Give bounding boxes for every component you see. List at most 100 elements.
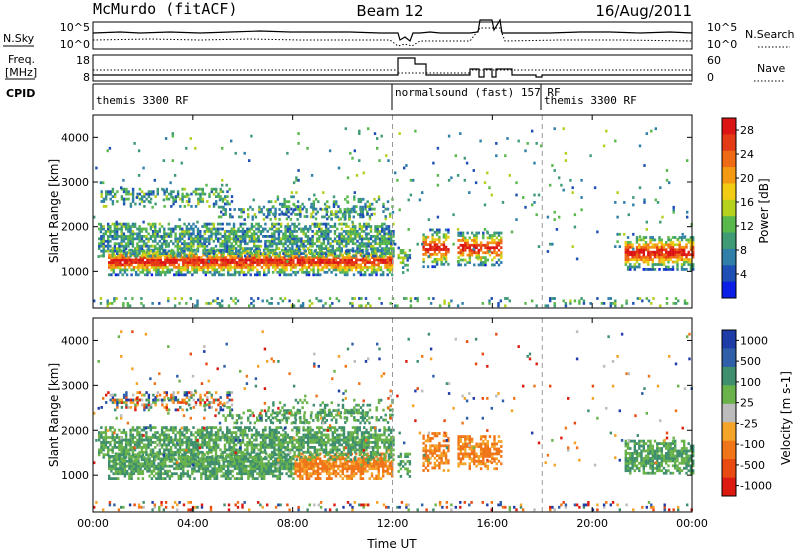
- power-cell-82: [130, 263, 133, 267]
- power-cell-315: [193, 268, 196, 272]
- power-cell-1144: [120, 222, 123, 226]
- velocity-cell-657: [296, 464, 300, 468]
- power-cell-644: [280, 266, 284, 269]
- power-cell-1828: [306, 242, 310, 246]
- power-cell-308: [191, 261, 194, 264]
- velocity-cell-149: [150, 469, 154, 473]
- velocity-cell-1070: [120, 446, 123, 449]
- power-cell-739: [305, 258, 308, 262]
- power-cell-3566: [495, 142, 498, 145]
- power-cell-3023: [653, 268, 657, 271]
- velocity-cell-370: [215, 477, 219, 480]
- velocity-cell-331: [204, 469, 207, 473]
- power-cell-3564: [490, 193, 493, 197]
- power-cell-10: [110, 261, 113, 264]
- power-cell-2940: [633, 265, 636, 269]
- power-cell-1643: [255, 237, 258, 241]
- power-cell-1416: [192, 227, 195, 231]
- velocity-cell-121: [141, 477, 145, 480]
- velocity-cell-1062: [118, 441, 121, 444]
- power-cell-3156: [683, 245, 686, 249]
- power-cell-3460: [272, 213, 276, 217]
- power-cell-81: [130, 268, 133, 272]
- velocity-cell-480: [245, 457, 248, 461]
- power-cell-745: [307, 263, 311, 267]
- power-cell-1754: [286, 222, 290, 226]
- velocity-cell-25: [114, 467, 118, 471]
- power-cell-827: [330, 251, 333, 255]
- power-cell-486: [238, 270, 241, 274]
- power-cell-1444: [201, 225, 204, 228]
- velocity-cell-908: [368, 462, 371, 466]
- power-cell-1938: [336, 242, 339, 246]
- velocity-cell-1112: [131, 455, 135, 459]
- power-cell-1769: [291, 244, 294, 248]
- power-cell-1284: [156, 232, 159, 236]
- power-cell-2151: [390, 247, 393, 250]
- power-cell-2217: [131, 190, 135, 194]
- power-cell-2724: [444, 253, 448, 256]
- power-cell-593: [267, 270, 270, 274]
- power-cell-1346: [176, 249, 179, 253]
- velocity-cell-937: [377, 472, 380, 476]
- velocity-cell-957: [382, 462, 385, 466]
- power-cell-2250: [161, 187, 164, 191]
- power-cell-548: [254, 258, 257, 262]
- power-cell-3541: [452, 242, 455, 246]
- power-cell-3379: [665, 302, 669, 305]
- power-cell-3545: [456, 228, 460, 231]
- velocity-cell-1028: [109, 448, 112, 452]
- power-cell-2903: [624, 258, 627, 261]
- power-cell-476: [233, 256, 237, 259]
- power-cell-649: [280, 248, 284, 252]
- power-cell-1657: [259, 252, 263, 255]
- velocity-cell-628: [287, 464, 291, 468]
- velocity-cell-763: [325, 462, 329, 466]
- power-cell-367: [206, 256, 210, 259]
- velocity-cell-460: [240, 464, 243, 468]
- velocity-cell-202: [164, 459, 167, 463]
- power-cell-174: [155, 263, 158, 267]
- power-cell-2663: [429, 228, 432, 232]
- velocity-cell-416: [229, 472, 232, 476]
- velocity-cell-330: [204, 472, 207, 476]
- power-cell-3365: [614, 302, 617, 305]
- power-cell-1996: [351, 232, 355, 236]
- velocity-cell-1233: [163, 450, 166, 454]
- power-cell-945: [364, 256, 367, 259]
- velocity-cell-954: [382, 469, 385, 473]
- power-cell-3094: [669, 250, 672, 254]
- power-cell-1121: [116, 235, 119, 238]
- velocity-cell-539: [260, 469, 264, 473]
- power-cell-3258: [270, 302, 273, 305]
- power-cell-1259: [149, 225, 153, 228]
- velocity-cell-764: [325, 459, 329, 463]
- power-cell-2867: [493, 256, 496, 259]
- power-cell-2986: [644, 258, 648, 261]
- velocity-cell-299: [195, 464, 198, 468]
- velocity-cell-745: [319, 457, 322, 461]
- power-cell-524: [247, 258, 250, 262]
- power-cell-181: [157, 270, 160, 274]
- velocity-cell-841: [348, 464, 351, 468]
- power-cell-1951: [340, 249, 343, 253]
- velocity-cell-1011: [104, 453, 108, 457]
- power-cell-1726: [279, 225, 283, 228]
- power-cell-144: [148, 270, 151, 274]
- velocity-cell-511: [254, 467, 257, 471]
- velocity-cell-1188: [149, 448, 153, 452]
- power-cell-1186: [131, 244, 135, 248]
- power-cell-887: [348, 268, 351, 272]
- power-cell-1585: [239, 230, 242, 233]
- velocity-cell-5: [108, 459, 111, 463]
- power-cell-3057: [660, 245, 663, 249]
- power-cell-2537: [330, 210, 333, 213]
- power-cell-97: [134, 256, 138, 259]
- power-cell-1070: [102, 227, 105, 231]
- power-cell-2178: [105, 195, 108, 198]
- power-cell-1365: [181, 242, 184, 246]
- power-cell-1344: [176, 254, 179, 258]
- power-cell-3274: [315, 297, 318, 300]
- power-cell-2994: [647, 263, 650, 266]
- power-cell-2328: [217, 192, 220, 196]
